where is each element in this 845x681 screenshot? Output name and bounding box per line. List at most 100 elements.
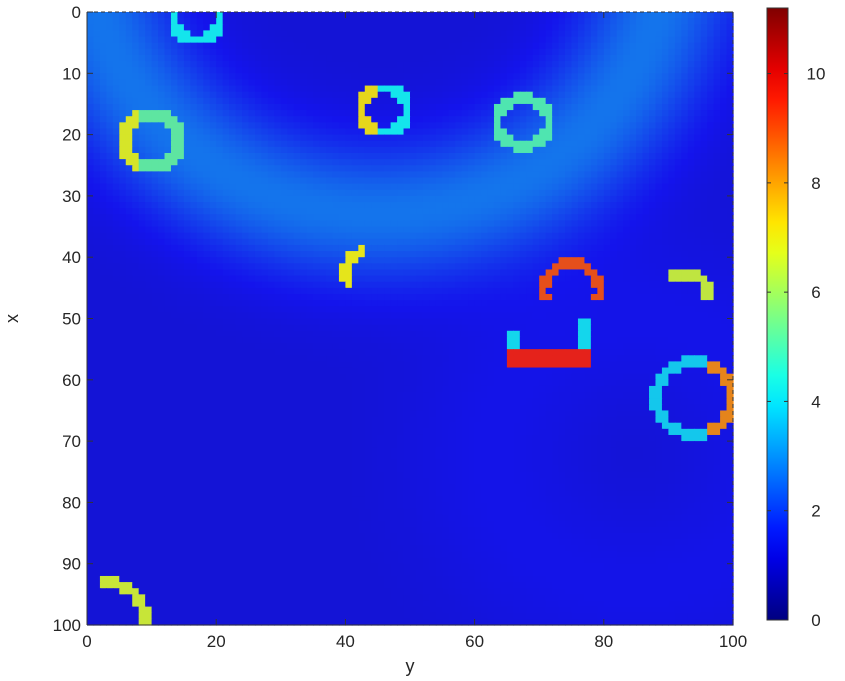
heatmap-cell [410,257,418,264]
heatmap-cell [571,91,579,99]
heatmap-cell [577,54,586,62]
heatmap-cell [603,128,611,136]
heatmap-cell [267,275,275,283]
heatmap-cell [170,110,179,117]
heatmap-cell [313,85,321,93]
heatmap-cell [668,195,676,203]
heatmap-cell [416,122,424,130]
heatmap-cell [170,195,179,203]
heatmap-cell [513,12,521,19]
heatmap-cell [642,24,650,31]
heatmap-cell [390,202,398,209]
heatmap-cell [338,110,346,117]
heatmap-cell [332,140,340,148]
heatmap-cell [145,24,153,31]
heatmap-cell [681,110,689,117]
heatmap-cell [229,269,237,277]
heatmap-cell [584,183,592,191]
heatmap-cell [661,48,669,56]
heatmap-cell [720,85,728,93]
heatmap-cell [603,257,611,264]
heatmap-cell [248,91,256,99]
heatmap-cell [455,128,463,136]
heatmap-cell [674,152,682,160]
heatmap-cell [177,263,185,271]
heatmap-cell [558,208,566,215]
heatmap-cell [358,189,366,197]
heatmap-cell [481,232,489,240]
heatmap-cell [590,73,598,81]
heatmap-cell [610,67,618,74]
heatmap-cell [481,54,489,62]
heatmap-cell [681,85,689,93]
heatmap-cell [526,152,534,160]
heatmap-cell [235,159,243,166]
heatmap-cell [190,91,198,99]
heatmap-cell [623,128,631,136]
heatmap-cell [287,91,295,99]
heatmap-cell [610,232,618,240]
heatmap-cell [158,189,166,197]
heatmap-cell [616,220,624,228]
heatmap-cell [726,42,734,50]
heatmap-cell [293,220,301,228]
heatmap-cell [196,177,204,185]
heatmap-cell [183,12,191,19]
heatmap-cell [474,202,482,209]
heatmap-cell [487,251,495,258]
heatmap-cell [300,226,308,234]
heatmap-cell [151,42,159,50]
heatmap-cell [377,91,385,99]
heatmap-cell [649,287,657,295]
heatmap-cell [209,202,217,209]
heatmap-cell [590,159,598,166]
heatmap-cell [254,269,263,277]
heatmap-cell [707,116,715,123]
heatmap-cell [442,232,450,240]
heatmap-cell [429,152,437,160]
heatmap-cell [565,54,573,62]
heatmap-cell [713,48,721,56]
heatmap-cell [571,238,579,246]
heatmap-cell [242,97,250,105]
heatmap-cell [119,251,127,258]
heatmap-cell [151,165,159,172]
heatmap-cell [674,238,682,246]
heatmap-cell [500,152,508,160]
heatmap-cell [442,165,450,172]
heatmap-cell [332,73,340,81]
heatmap-cell [203,269,211,277]
heatmap-cell [661,116,669,123]
heatmap-cell [319,281,327,289]
heatmap-cell [713,12,721,19]
heatmap-cell [642,159,650,166]
heatmap-cell [616,30,624,38]
heatmap-cell [390,195,398,203]
heatmap-cell [216,251,224,258]
heatmap-cell [668,48,676,56]
heatmap-cell [571,244,579,252]
heatmap-cell [209,48,217,56]
heatmap-cell [442,12,450,19]
heatmap-cell [267,116,275,123]
heatmap-cell [112,244,120,252]
heatmap-cell [532,195,540,203]
heatmap-cell [313,134,321,142]
heatmap-cell [610,42,618,50]
heatmap-cell [526,257,534,264]
heatmap-cell [164,275,172,283]
heatmap-cell [403,30,411,38]
heatmap-cell [442,97,450,105]
heatmap-cell [597,134,605,142]
heatmap-cell [138,257,146,264]
heatmap-cell [351,97,359,105]
heatmap-cell [487,214,495,222]
heatmap-cell [183,110,191,117]
heatmap-cell [519,146,527,154]
heatmap-cell [655,269,663,277]
heatmap-cell [603,36,611,44]
heatmap-cell [196,110,204,117]
heatmap-cell [306,42,314,50]
heatmap-cell [681,202,689,209]
heatmap-cell [726,73,734,81]
